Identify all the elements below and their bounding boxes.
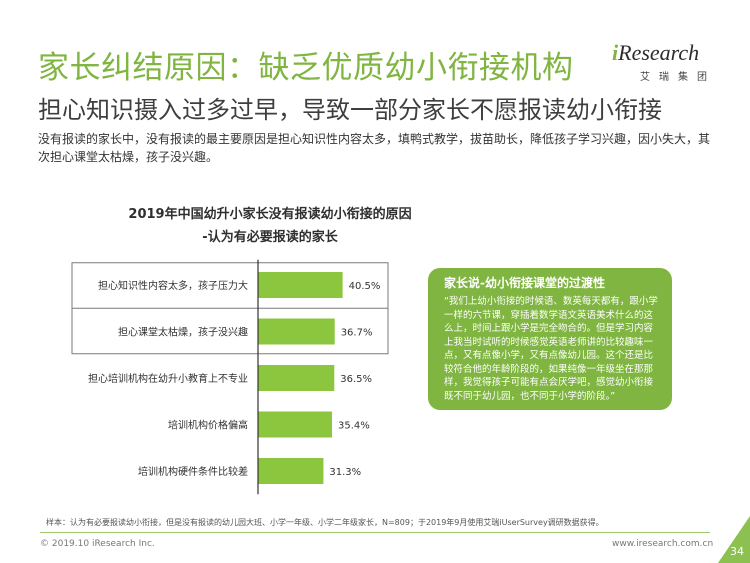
value-label-2: 36.7% [341,328,373,339]
page-title: 家长纠结原因：缺乏优质幼小衔接机构 [38,50,574,86]
category-label-2: 担心课堂太枯燥，孩子没兴趣 [118,326,248,339]
category-label-5: 培训机构硬件条件比较差 [138,465,248,478]
value-label-4: 35.4% [338,421,370,432]
copyright: © 2019.10 iResearch Inc. [40,539,155,549]
page-subtitle: 担心知识摄入过多过早，导致一部分家长不愿报读幼小衔接 [38,96,662,124]
value-label-1: 40.5% [349,281,381,292]
category-label-1: 担心知识性内容太多，孩子压力大 [98,279,248,292]
logo-wordmark: iResearch [612,40,700,65]
iresearch-logo: iResearch 艾瑞集团 [612,40,714,84]
value-label-3: 36.5% [340,374,372,385]
logo-subtitle: 艾瑞集团 [640,72,716,83]
intro-paragraph: 没有报读的家长中，没有报读的最主要原因是担心知识性内容太多，填鸭式教学，拔苗助长… [38,132,711,164]
quote-text: “我们上幼小衔接的时候语、数英每天都有，跟小学一样的六节课，穿插着数学语文英语美… [444,296,658,402]
bar-2 [258,318,335,345]
bar-3 [258,365,335,391]
chart-subtitle: -认为有必要报读的家长 [202,230,338,245]
parent-quote-box: 家长说-幼小衔接课堂的过渡性 “我们上幼小衔接的时候语、数英每天都有，跟小学一样… [428,268,672,410]
category-label-4: 培训机构价格偏高 [168,419,248,432]
bar-1 [258,272,343,298]
value-label-5: 31.3% [329,467,361,478]
category-label-3: 担心培训机构在幼升小教育上不专业 [88,372,248,385]
website-link[interactable]: www.iresearch.com.cn [612,539,714,549]
bar-5 [258,458,324,484]
sample-note: 样本：认为有必要报读幼小衔接，但是没有报读的幼儿园大班、小学一年级、小学二年级家… [46,518,604,527]
chart-title: 2019年中国幼升小家长没有报读幼小衔接的原因 [128,207,412,222]
page-number: 34 [730,545,744,558]
quote-title: 家长说-幼小衔接课堂的过渡性 [444,276,605,290]
footer-divider [40,532,710,533]
bar-4 [258,411,332,438]
